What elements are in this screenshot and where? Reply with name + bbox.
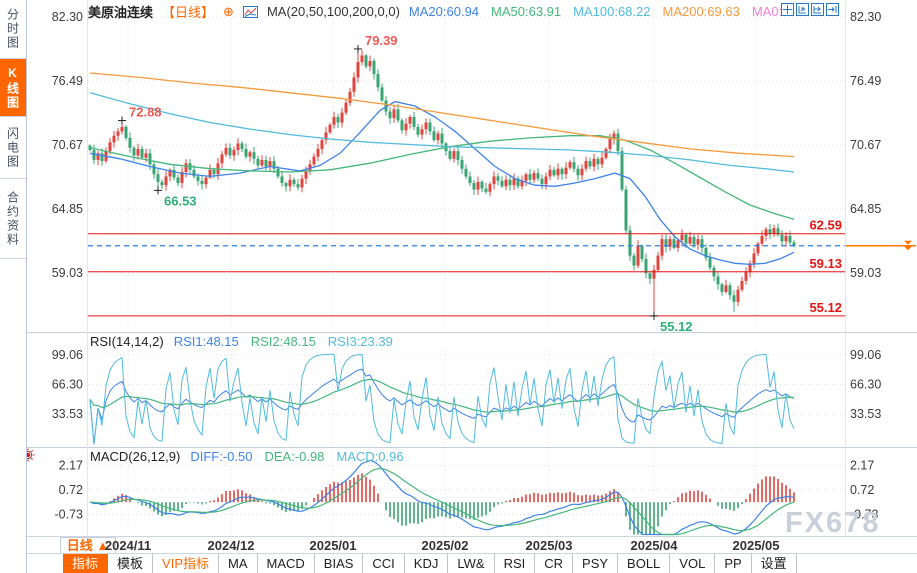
month-label: 2025/04 <box>630 538 678 553</box>
toolbar-button-MACD[interactable]: MACD <box>258 554 315 573</box>
svg-text:66.30: 66.30 <box>52 378 83 392</box>
toolbar-button-VOL[interactable]: VOL <box>670 554 716 573</box>
ma-formula: MA(20,50,100,200,0,0) <box>266 4 400 19</box>
rsi-values: RSI1:48.15 RSI2:48.15 RSI3:23.39 <box>174 334 393 349</box>
toolbar-button-RSI[interactable]: RSI <box>495 554 536 573</box>
svg-text:76.49: 76.49 <box>52 74 83 88</box>
month-label: 2025/03 <box>525 538 573 553</box>
macd-formula: MACD(26,12,9) <box>90 449 181 464</box>
toolbar-button-BIAS[interactable]: BIAS <box>315 554 364 573</box>
left-sidebar: 分时图 K线图 闪电图 合约资料 <box>0 0 27 573</box>
indicator-value-label: MA0: <box>751 4 783 19</box>
indicator-value-label: MA20:60.94 <box>408 4 480 19</box>
svg-text:55.12: 55.12 <box>809 300 842 315</box>
shift-right-icon[interactable] <box>826 3 839 16</box>
svg-text:59.13: 59.13 <box>809 256 842 271</box>
symbol-title: 美原油连续 <box>88 5 154 20</box>
indicator-value-label: MA100:68.22 <box>573 4 651 19</box>
macd-header: MACD(26,12,9) DIFF:-0.50 DEA:-0.98 MACD:0.… <box>90 449 404 464</box>
indicator-value-label: DEA:-0.98 <box>264 449 325 464</box>
chart-header: 美原油连续 【日线】 ⊕ MA(20,50,100,200,0,0) MA20:60… <box>88 2 782 21</box>
ma-values: MA20:60.94 MA50:63.91 MA100:68.22 MA200:69.… <box>409 4 782 19</box>
svg-text:70.67: 70.67 <box>52 138 83 152</box>
toolbar-button-BOLL[interactable]: BOLL <box>618 554 671 573</box>
svg-text:66.30: 66.30 <box>850 378 881 392</box>
svg-text:2.17: 2.17 <box>850 458 874 472</box>
toolbar-button-LW&[interactable]: LW& <box>448 554 495 573</box>
chart-tool-icons <box>781 3 839 16</box>
svg-text:66.53: 66.53 <box>164 193 197 208</box>
svg-text:72.88: 72.88 <box>129 105 162 120</box>
period-selector[interactable]: 日线 ▲ <box>60 537 116 554</box>
period-tag: 【日线】 <box>162 5 215 20</box>
svg-text:99.06: 99.06 <box>850 348 881 362</box>
toolbar-button-模板[interactable]: 模板 <box>108 554 154 573</box>
indicator-value-label: RSI2:48.15 <box>250 334 316 349</box>
indicator-value-label: RSI3:23.39 <box>327 334 393 349</box>
svg-text:76.49: 76.49 <box>850 74 881 88</box>
sidebar-tab-2[interactable]: 闪电图 <box>0 117 26 179</box>
sidebar-tab-0[interactable]: 分时图 <box>0 0 26 59</box>
svg-text:82.30: 82.30 <box>52 10 83 24</box>
date-axis: 日线 ▲ 2024/11 2024/12 2025/01 2025/02 2025/03… <box>27 536 917 554</box>
svg-text:0.72: 0.72 <box>850 483 874 497</box>
svg-text:59.03: 59.03 <box>52 266 83 280</box>
sidebar-tab-3[interactable]: 合约资料 <box>0 179 26 259</box>
toolbar-button-PP[interactable]: PP <box>715 554 752 573</box>
svg-text:64.85: 64.85 <box>52 202 83 216</box>
svg-text:79.39: 79.39 <box>365 33 398 48</box>
svg-text:-0.73: -0.73 <box>55 508 84 522</box>
rsi-header: RSI(14,14,2) RSI1:48.15 RSI2:48.15 RSI3:23… <box>90 334 393 349</box>
svg-text:99.06: 99.06 <box>52 348 83 362</box>
svg-text:70.67: 70.67 <box>850 138 881 152</box>
toolbar-button-KDJ[interactable]: KDJ <box>405 554 449 573</box>
svg-text:33.53: 33.53 <box>52 407 83 421</box>
add-indicator-icon[interactable]: ⊕ <box>223 3 234 19</box>
toolbar-button-CCI[interactable]: CCI <box>363 554 405 573</box>
sidebar-tab-1[interactable]: K线图 <box>0 59 26 117</box>
indicator-value-label: MACD:0.96 <box>336 449 404 464</box>
bottom-toolbar: 指标 模板 VIP指标 MA MACD BIAS CCI KDJ LW& RSI CR PSY BOLL… <box>27 553 917 573</box>
toolbar-button-指标[interactable]: 指标 <box>63 554 109 573</box>
svg-text:64.85: 64.85 <box>850 202 881 216</box>
toolbar-button-设置[interactable]: 设置 <box>752 554 797 573</box>
toolbar-button-CR[interactable]: CR <box>535 554 574 573</box>
month-label: 2025/01 <box>309 538 357 553</box>
svg-text:2.17: 2.17 <box>59 458 83 472</box>
toolbar-button-MA[interactable]: MA <box>219 554 258 573</box>
svg-text:62.59: 62.59 <box>809 218 842 233</box>
macd-values: DIFF:-0.50 DEA:-0.98 MACD:0.96 <box>190 449 403 464</box>
svg-text:33.53: 33.53 <box>850 407 881 421</box>
toolbar-button-VIP指标[interactable]: VIP指标 <box>153 554 219 573</box>
rsi-formula: RSI(14,14,2) <box>90 334 164 349</box>
indicator-value-label: DIFF:-0.50 <box>190 449 253 464</box>
y-scale-icon[interactable] <box>796 3 809 16</box>
crosshair-icon[interactable] <box>781 3 794 16</box>
month-label: 2025/02 <box>421 538 469 553</box>
kline-style-icon[interactable] <box>242 5 258 18</box>
month-label: 2025/05 <box>732 538 780 553</box>
svg-text:-0.73: -0.73 <box>850 508 879 522</box>
indicator-value-label: MA50:63.91 <box>491 4 562 19</box>
month-label: 2024/11 <box>104 538 152 553</box>
toolbar-button-PSY[interactable]: PSY <box>573 554 619 573</box>
svg-text:59.03: 59.03 <box>850 266 881 280</box>
x-scale-icon[interactable] <box>811 3 824 16</box>
indicator-value-label: MA200:69.63 <box>662 4 740 19</box>
svg-text:0.72: 0.72 <box>59 483 83 497</box>
svg-text:82.30: 82.30 <box>850 10 881 24</box>
indicator-value-label: RSI1:48.15 <box>173 334 239 349</box>
month-label: 2024/12 <box>207 538 255 553</box>
svg-text:55.12: 55.12 <box>660 319 693 334</box>
